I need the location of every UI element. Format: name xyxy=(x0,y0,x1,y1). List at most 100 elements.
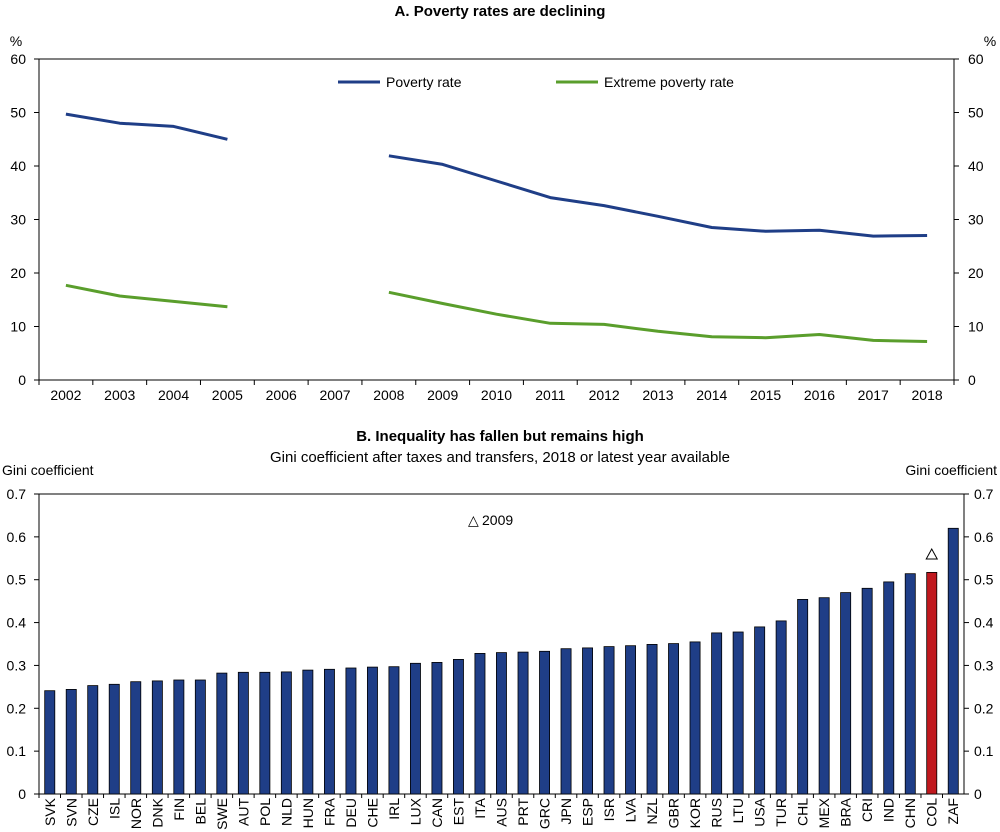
y-tick-label-right: 50 xyxy=(968,105,984,121)
bar-pol xyxy=(259,671,271,795)
y-tick-label-right: 0.2 xyxy=(974,700,994,716)
series-line-extreme-poverty-rate xyxy=(65,283,228,309)
y-tick-label-right: 10 xyxy=(968,319,984,335)
x-tick-label-che: CHE xyxy=(364,798,380,828)
bar-fin xyxy=(173,679,185,795)
panel-b: B. Inequality has fallen but remains hig… xyxy=(2,428,997,830)
x-tick-label-cze: CZE xyxy=(85,798,101,826)
y-tick-label-right: 60 xyxy=(968,51,984,67)
x-tick-label: 2015 xyxy=(750,387,781,403)
x-tick-label: 2004 xyxy=(158,387,189,403)
x-tick-label-fra: FRA xyxy=(321,797,337,826)
x-tick-label-chn: CHN xyxy=(902,798,918,828)
bar-bel xyxy=(194,679,206,795)
x-tick-label-can: CAN xyxy=(429,798,445,828)
panel-a-left-unit: % xyxy=(10,33,22,49)
bar-mex xyxy=(818,597,830,795)
bar-irl xyxy=(388,666,400,795)
y-tick-label-left: 0.6 xyxy=(7,529,27,545)
legend-label-poverty: Poverty rate xyxy=(386,74,462,90)
x-tick-label-prt: PRT xyxy=(515,798,531,826)
x-tick-label: 2003 xyxy=(104,387,135,403)
y-tick-label-right: 0 xyxy=(974,786,982,802)
panel-a-title: A. Poverty rates are declining xyxy=(395,3,606,20)
x-tick-label-usa: USA xyxy=(752,797,768,826)
panel-a: A. Poverty rates are declining % % 0 0 10 1… xyxy=(10,3,996,403)
panel-a-x-ticks: 2002 2003 2004 2005 2006 2007 2008 2009 2010 2011… xyxy=(38,380,955,403)
y-tick-label-left: 50 xyxy=(10,105,26,121)
bar-can xyxy=(431,662,443,795)
bar-usa xyxy=(754,626,766,795)
series-line-poverty-rate xyxy=(65,112,228,141)
panel-a-y-ticks: 0 0 10 10 20 20 30 30 40 40 50 50 60 60 xyxy=(10,51,983,388)
x-tick-label-svn: SVN xyxy=(63,798,79,827)
x-tick-label-mex: MEX xyxy=(816,797,832,828)
x-tick-label: 2010 xyxy=(481,387,512,403)
x-tick-label: 2011 xyxy=(535,387,565,403)
x-tick-label-bra: BRA xyxy=(838,797,854,826)
y-tick-label-left: 40 xyxy=(10,158,26,174)
x-tick-label-isl: ISL xyxy=(106,798,122,819)
x-tick-label: 2007 xyxy=(319,387,350,403)
x-tick-label: 2014 xyxy=(696,387,727,403)
x-tick-label: 2008 xyxy=(373,387,404,403)
x-tick-label-hun: HUN xyxy=(300,798,316,828)
x-tick-label: 2006 xyxy=(266,387,297,403)
x-tick-label: 2012 xyxy=(589,387,620,403)
panel-b-title: B. Inequality has fallen but remains hig… xyxy=(356,428,644,445)
x-tick-label-est: EST xyxy=(451,798,467,826)
bar-fra xyxy=(323,668,335,795)
x-tick-label-deu: DEU xyxy=(343,798,359,828)
x-tick-label-aus: AUS xyxy=(494,798,510,827)
bar-jpn xyxy=(560,648,572,795)
bar-zaf xyxy=(947,527,959,795)
bar-ita xyxy=(474,653,486,795)
x-tick-label: 2002 xyxy=(50,387,81,403)
x-tick-label-tur: TUR xyxy=(773,798,789,827)
series-line-extreme-poverty-rate xyxy=(388,290,928,343)
bar-nzl xyxy=(646,644,658,795)
panel-b-y-ticks: 0 0 0.1 0.1 0.2 0.2 0.3 0.3 0.4 0.4 0.5 0.5 0.6 0.6 0.… xyxy=(7,486,994,802)
bar-lva xyxy=(625,645,637,795)
x-tick-label-aut: AUT xyxy=(235,798,251,826)
panel-b-subtitle: Gini coefficient after taxes and transfe… xyxy=(270,449,730,466)
bar-col xyxy=(926,572,938,795)
x-tick-label: 2005 xyxy=(212,387,243,403)
x-tick-label-lva: LVA xyxy=(623,797,639,822)
y-tick-label-left: 0.3 xyxy=(7,657,27,673)
x-tick-label-lux: LUX xyxy=(408,797,424,825)
x-tick-label-fin: FIN xyxy=(171,798,187,821)
y-tick-label-right: 30 xyxy=(968,212,984,228)
bar-ltu xyxy=(732,631,744,795)
bar-gbr xyxy=(668,643,680,795)
bar-isr xyxy=(603,646,615,795)
x-tick-label: 2018 xyxy=(912,387,943,403)
x-tick-label-rus: RUS xyxy=(709,798,725,828)
bar-esp xyxy=(582,647,594,795)
bar-chl xyxy=(797,599,809,795)
bar-che xyxy=(366,666,378,795)
series-line-poverty-rate xyxy=(388,154,928,238)
y-tick-label-right: 0.7 xyxy=(974,486,994,502)
y-tick-label-left: 20 xyxy=(10,265,26,281)
y-tick-label-left: 0.1 xyxy=(7,743,27,759)
x-tick-label-cri: CRI xyxy=(859,798,875,822)
bar-aut xyxy=(237,671,249,795)
bar-lux xyxy=(409,662,421,795)
legend-label-extreme-poverty: Extreme poverty rate xyxy=(604,74,734,90)
panel-b-left-unit: Gini coefficient xyxy=(2,462,94,478)
x-tick-label: 2016 xyxy=(804,387,835,403)
bar-ind xyxy=(883,581,895,795)
y-tick-label-right: 0.4 xyxy=(974,615,994,631)
x-tick-label-swe: SWE xyxy=(214,798,230,830)
bar-svk xyxy=(44,690,56,795)
y-tick-label-right: 0.3 xyxy=(974,657,994,673)
marker-2009-triangle xyxy=(925,547,939,560)
bar-est xyxy=(452,659,464,795)
bar-cze xyxy=(87,685,99,795)
y-tick-label-left: 0 xyxy=(18,372,26,388)
bar-deu xyxy=(345,667,357,795)
x-tick-label-esp: ESP xyxy=(580,798,596,826)
y-tick-label-left: 0.2 xyxy=(7,700,27,716)
x-tick-label: 2013 xyxy=(642,387,673,403)
